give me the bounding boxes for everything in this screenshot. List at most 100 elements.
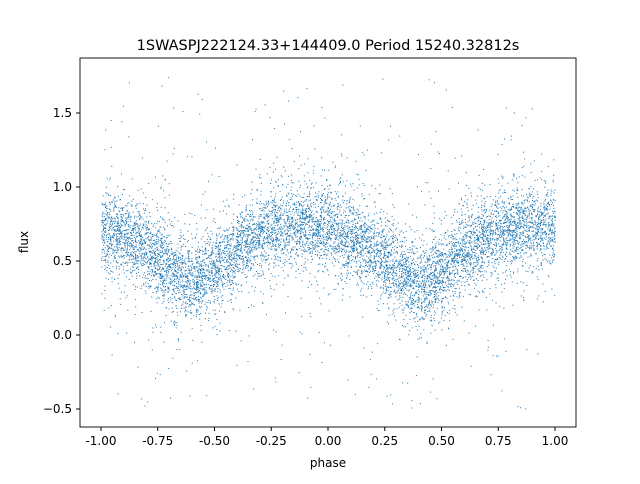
data-point (380, 298, 381, 300)
data-point (106, 253, 108, 255)
data-point (439, 270, 441, 272)
data-point (259, 238, 260, 240)
data-point (511, 241, 513, 243)
data-point (267, 239, 269, 241)
data-point (422, 295, 424, 297)
data-point (300, 227, 302, 229)
data-point (271, 239, 273, 241)
data-point (151, 247, 153, 249)
data-point (195, 250, 196, 252)
data-point (350, 266, 352, 268)
data-point (544, 182, 546, 184)
data-point (425, 267, 427, 269)
data-point (350, 240, 352, 242)
data-point (404, 278, 406, 280)
data-point (222, 265, 224, 267)
data-point (393, 269, 395, 271)
data-point (361, 220, 363, 222)
data-point (115, 233, 117, 235)
data-point (247, 250, 248, 252)
data-point (478, 223, 480, 225)
data-point (126, 250, 128, 252)
data-point (347, 236, 349, 238)
data-point (108, 212, 110, 214)
data-point (437, 256, 439, 258)
data-point (454, 253, 456, 255)
data-point (183, 290, 185, 292)
data-point (395, 270, 397, 272)
data-point (528, 201, 530, 203)
data-point (453, 275, 455, 277)
data-point (356, 262, 358, 264)
data-point (268, 237, 270, 239)
data-point (286, 232, 288, 234)
data-point (176, 256, 178, 258)
data-point (386, 242, 388, 244)
data-point (247, 246, 249, 248)
data-point (370, 260, 372, 262)
data-point (312, 238, 314, 240)
data-point (333, 219, 335, 221)
data-point (314, 196, 316, 198)
data-point (231, 253, 233, 255)
data-point (376, 253, 378, 255)
data-point (552, 260, 553, 262)
data-point (371, 224, 373, 226)
data-point (240, 248, 242, 250)
data-point (446, 243, 448, 245)
data-point (241, 212, 243, 213)
data-point (203, 288, 205, 290)
data-point (193, 267, 195, 268)
data-point (483, 240, 484, 241)
data-point (380, 286, 382, 288)
data-point (270, 213, 272, 215)
data-point (419, 318, 421, 320)
data-point (101, 259, 103, 261)
data-point (299, 230, 301, 231)
data-point (508, 219, 510, 221)
data-point (352, 207, 354, 209)
data-point (402, 232, 404, 234)
data-point (202, 281, 204, 283)
data-point (178, 279, 180, 281)
data-point (206, 292, 208, 294)
data-point (168, 219, 170, 221)
data-point (328, 188, 330, 190)
data-point (531, 218, 532, 220)
data-point (218, 296, 220, 298)
data-point (257, 233, 259, 235)
data-point (388, 271, 390, 273)
data-point (521, 202, 523, 204)
data-point (182, 234, 184, 236)
data-point (424, 269, 426, 271)
data-point (141, 240, 143, 242)
data-point (151, 349, 153, 351)
data-point (256, 278, 258, 280)
data-point (447, 277, 448, 279)
data-point (173, 255, 175, 257)
data-point (111, 225, 113, 227)
data-point (523, 151, 524, 153)
data-point (477, 211, 479, 213)
data-point (433, 277, 435, 279)
data-point (109, 223, 111, 225)
data-point (275, 237, 277, 239)
data-point (285, 225, 287, 227)
data-point (333, 204, 335, 206)
data-point (329, 217, 331, 219)
data-point (385, 225, 386, 227)
data-point (281, 267, 283, 268)
data-point (291, 211, 293, 213)
data-point (145, 241, 147, 243)
data-point (174, 268, 176, 270)
data-point (504, 201, 506, 203)
data-point (483, 209, 485, 211)
data-point (437, 261, 439, 263)
data-point (104, 223, 106, 225)
data-point (520, 233, 522, 235)
data-point (122, 208, 124, 210)
data-point (212, 264, 214, 266)
data-point (180, 299, 182, 300)
data-point (119, 239, 121, 241)
data-point (493, 244, 495, 245)
